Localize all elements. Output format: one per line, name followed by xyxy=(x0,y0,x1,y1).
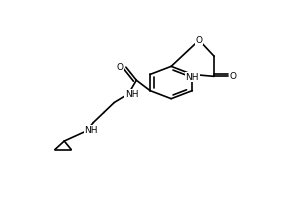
Text: O: O xyxy=(196,36,202,45)
Text: O: O xyxy=(116,63,124,72)
Text: NH: NH xyxy=(84,126,98,135)
Text: NH: NH xyxy=(125,90,138,99)
Text: O: O xyxy=(229,72,236,81)
Text: NH: NH xyxy=(186,73,199,82)
